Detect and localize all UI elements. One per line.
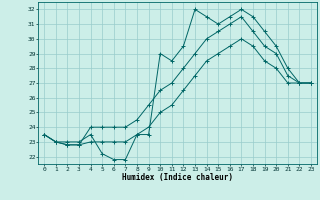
X-axis label: Humidex (Indice chaleur): Humidex (Indice chaleur) (122, 173, 233, 182)
